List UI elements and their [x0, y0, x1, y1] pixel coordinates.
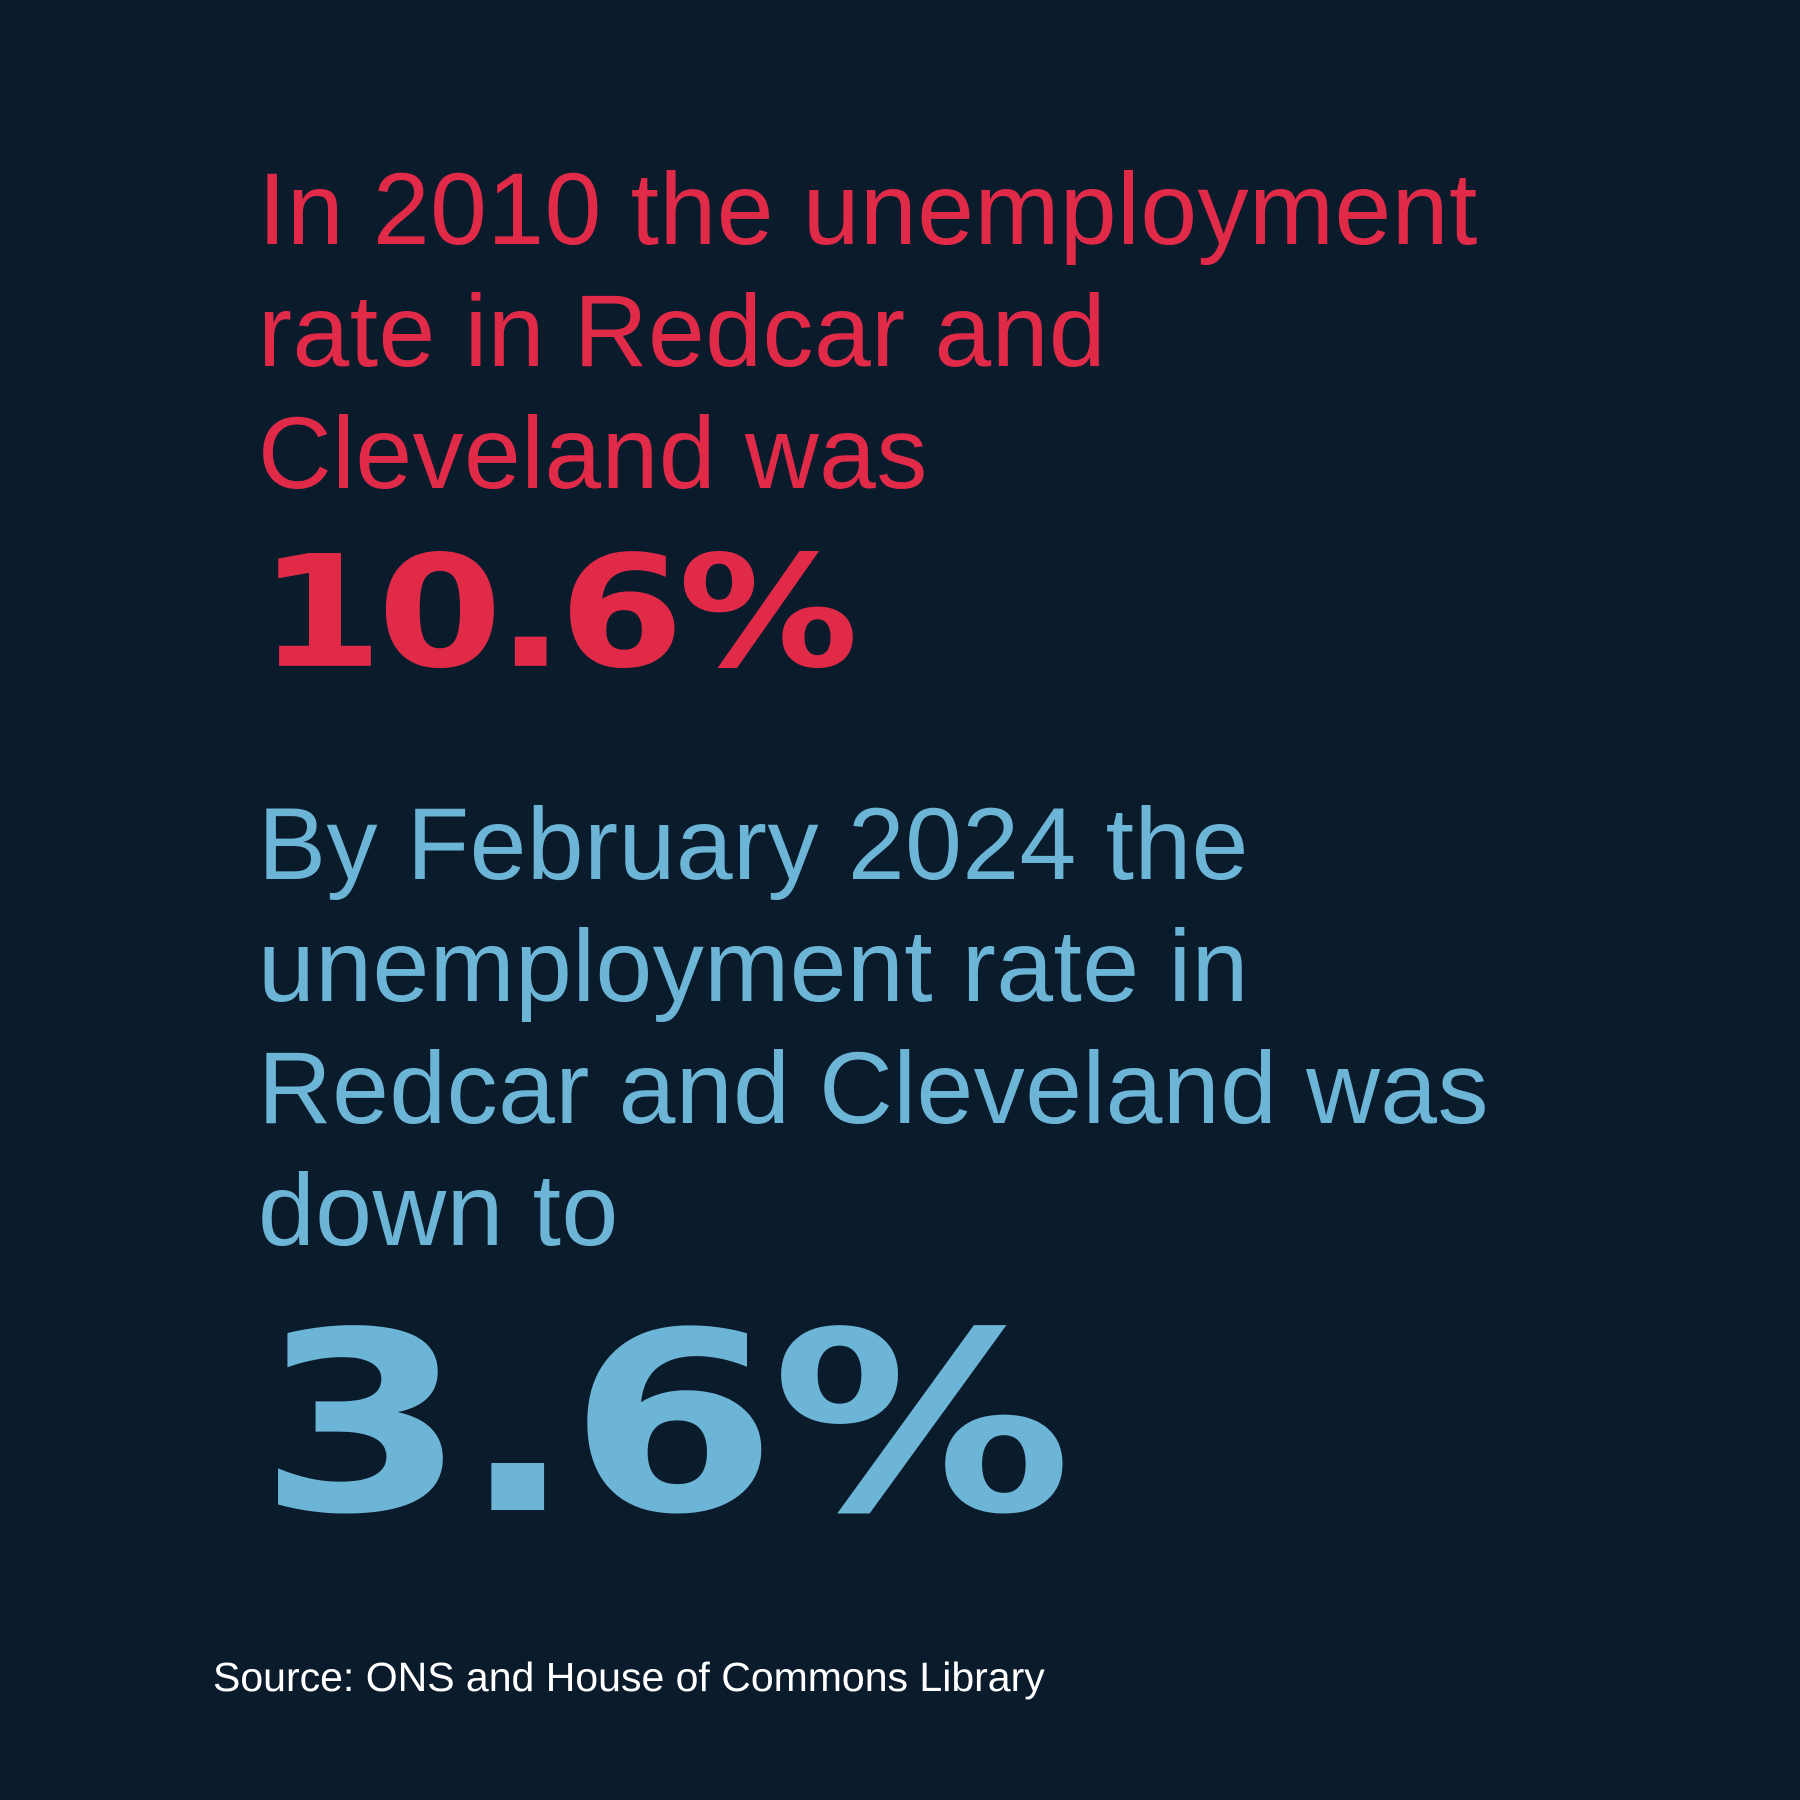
unemployment-rate-2010: 10.6%: [258, 523, 858, 703]
statement-2010: In 2010 the unemployment rate in Redcar …: [258, 152, 1478, 510]
unemployment-rate-2024: 3.6%: [258, 1279, 1072, 1569]
statement-2024: By February 2024 the unemployment rate i…: [258, 787, 1490, 1267]
source-note: Source: ONS and House of Commons Library: [213, 1654, 1045, 1700]
